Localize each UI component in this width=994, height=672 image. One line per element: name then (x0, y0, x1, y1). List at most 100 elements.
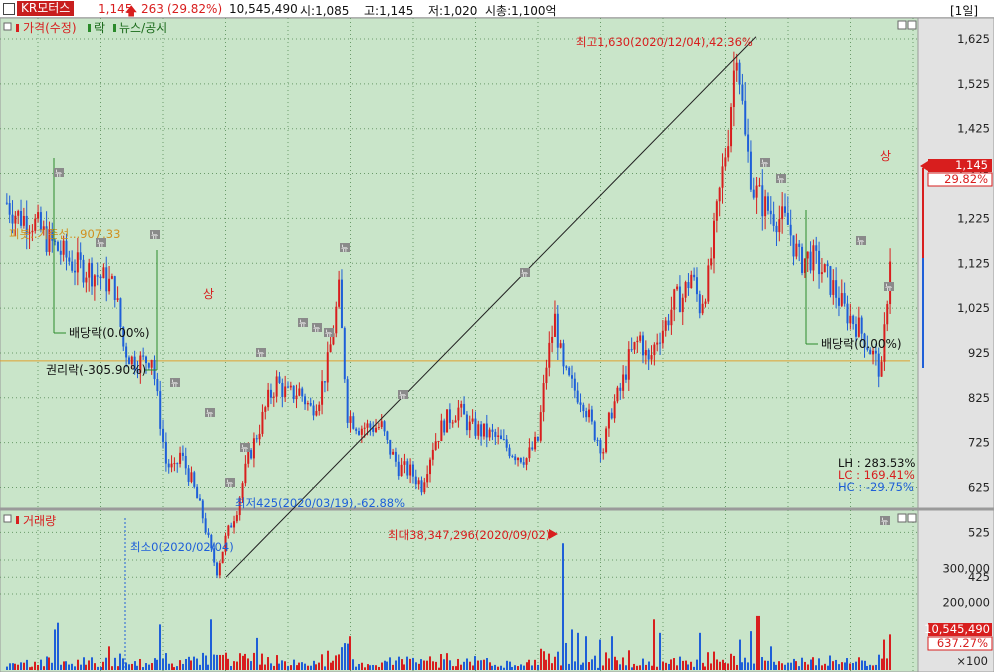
news-marker[interactable]: 뉴 (760, 158, 770, 168)
news-icon[interactable] (776, 174, 786, 183)
news-icon[interactable] (54, 168, 64, 177)
news-marker[interactable]: 뉴 (340, 243, 350, 253)
stock-name-badge[interactable]: KR모터스 (17, 1, 75, 16)
volume-bar (651, 665, 653, 670)
candle-body (386, 431, 389, 440)
candle-body (539, 412, 542, 441)
candle-body (497, 435, 500, 437)
candle-body (37, 212, 40, 219)
candle-body (411, 464, 414, 477)
current-price-badge (928, 159, 992, 172)
news-marker[interactable]: 뉴 (884, 282, 894, 292)
news-marker[interactable]: 뉴 (312, 323, 322, 333)
news-icon[interactable] (240, 443, 250, 452)
news-marker[interactable]: 뉴 (240, 443, 250, 453)
volume-bar (787, 662, 789, 670)
minimize-icon[interactable] (897, 20, 907, 30)
volume-bar (324, 666, 326, 670)
news-icon-label: 뉴 (885, 283, 892, 292)
news-icon[interactable] (96, 238, 106, 247)
volume-max-annotation: 최대38,347,296(2020/09/02) (388, 528, 550, 542)
news-marker[interactable]: 뉴 (54, 168, 64, 178)
news-marker[interactable]: 뉴 (256, 348, 266, 358)
news-marker[interactable]: 뉴 (205, 408, 215, 418)
volume-bar (134, 661, 136, 670)
volume-bar (707, 652, 709, 670)
news-marker[interactable]: 뉴 (96, 238, 106, 248)
candle-body (329, 344, 332, 353)
news-icon[interactable] (225, 478, 235, 487)
news-icon[interactable] (256, 348, 266, 357)
volume-bar (883, 639, 885, 670)
news-marker[interactable]: 뉴 (170, 378, 180, 388)
candle-body (105, 267, 108, 292)
volume-bar (54, 629, 56, 670)
volume-bar (395, 660, 397, 670)
volume-panel-controls[interactable] (897, 513, 917, 523)
volume-bar (432, 661, 434, 670)
news-marker[interactable]: 뉴 (880, 516, 890, 526)
news-icon[interactable] (884, 282, 894, 291)
news-icon[interactable] (205, 408, 215, 417)
volume-bar (562, 543, 564, 670)
candle-body (122, 326, 125, 347)
news-marker[interactable]: 뉴 (856, 236, 866, 246)
close-icon[interactable] (907, 513, 917, 523)
news-marker[interactable]: 뉴 (776, 174, 786, 184)
select-checkbox[interactable] (3, 3, 15, 15)
news-icon[interactable] (520, 268, 530, 277)
candle-body (74, 270, 76, 273)
volume-bar (102, 661, 104, 670)
volume-bar (517, 666, 519, 670)
close-icon[interactable] (907, 20, 917, 30)
news-icon[interactable] (340, 243, 350, 252)
candle-body (272, 396, 275, 398)
price-panel-controls[interactable] (897, 20, 917, 30)
period-selector[interactable]: [1일] (950, 4, 979, 18)
candle-body (764, 196, 767, 217)
news-marker[interactable]: 뉴 (150, 230, 160, 240)
candle-body (778, 219, 781, 233)
news-icon[interactable] (170, 378, 180, 387)
volume-legend-checkbox[interactable] (3, 514, 12, 523)
candle-body (360, 428, 363, 435)
candle-body (358, 430, 360, 435)
news-icon-label: 뉴 (881, 517, 888, 526)
candle-body (269, 389, 272, 398)
news-icon[interactable] (760, 158, 770, 167)
candle-body (150, 360, 153, 368)
minimize-icon[interactable] (897, 513, 907, 523)
volume-bar (242, 655, 244, 670)
volume-bar (642, 658, 644, 670)
candle-body (127, 357, 130, 365)
news-icon[interactable] (312, 323, 322, 332)
candle-body (221, 551, 224, 564)
news-icon[interactable] (150, 230, 160, 239)
news-marker[interactable]: 뉴 (298, 318, 308, 328)
news-icon[interactable] (398, 390, 408, 399)
volume-bar (690, 661, 692, 670)
volume-bar (577, 632, 579, 670)
volume-bar (338, 654, 340, 670)
candle-body (278, 376, 281, 383)
volume-bar (710, 663, 712, 670)
volume-bar (781, 663, 783, 670)
news-marker[interactable]: 뉴 (520, 268, 530, 278)
candle-body (678, 286, 681, 313)
volume-bar (341, 647, 343, 670)
candle-body (423, 482, 426, 493)
news-icon[interactable] (324, 328, 334, 337)
volume-bar (159, 624, 161, 670)
volume-bar (364, 667, 366, 670)
legend-checkbox[interactable] (3, 22, 12, 31)
news-icon[interactable] (880, 516, 890, 525)
volume-bar (29, 667, 31, 670)
news-marker[interactable]: 뉴 (225, 478, 235, 488)
news-icon[interactable] (856, 236, 866, 245)
news-icon[interactable] (298, 318, 308, 327)
news-marker[interactable]: 뉴 (324, 328, 334, 338)
candle-body (346, 379, 349, 423)
news-marker[interactable]: 뉴 (398, 390, 408, 400)
volume-bar (463, 661, 465, 670)
